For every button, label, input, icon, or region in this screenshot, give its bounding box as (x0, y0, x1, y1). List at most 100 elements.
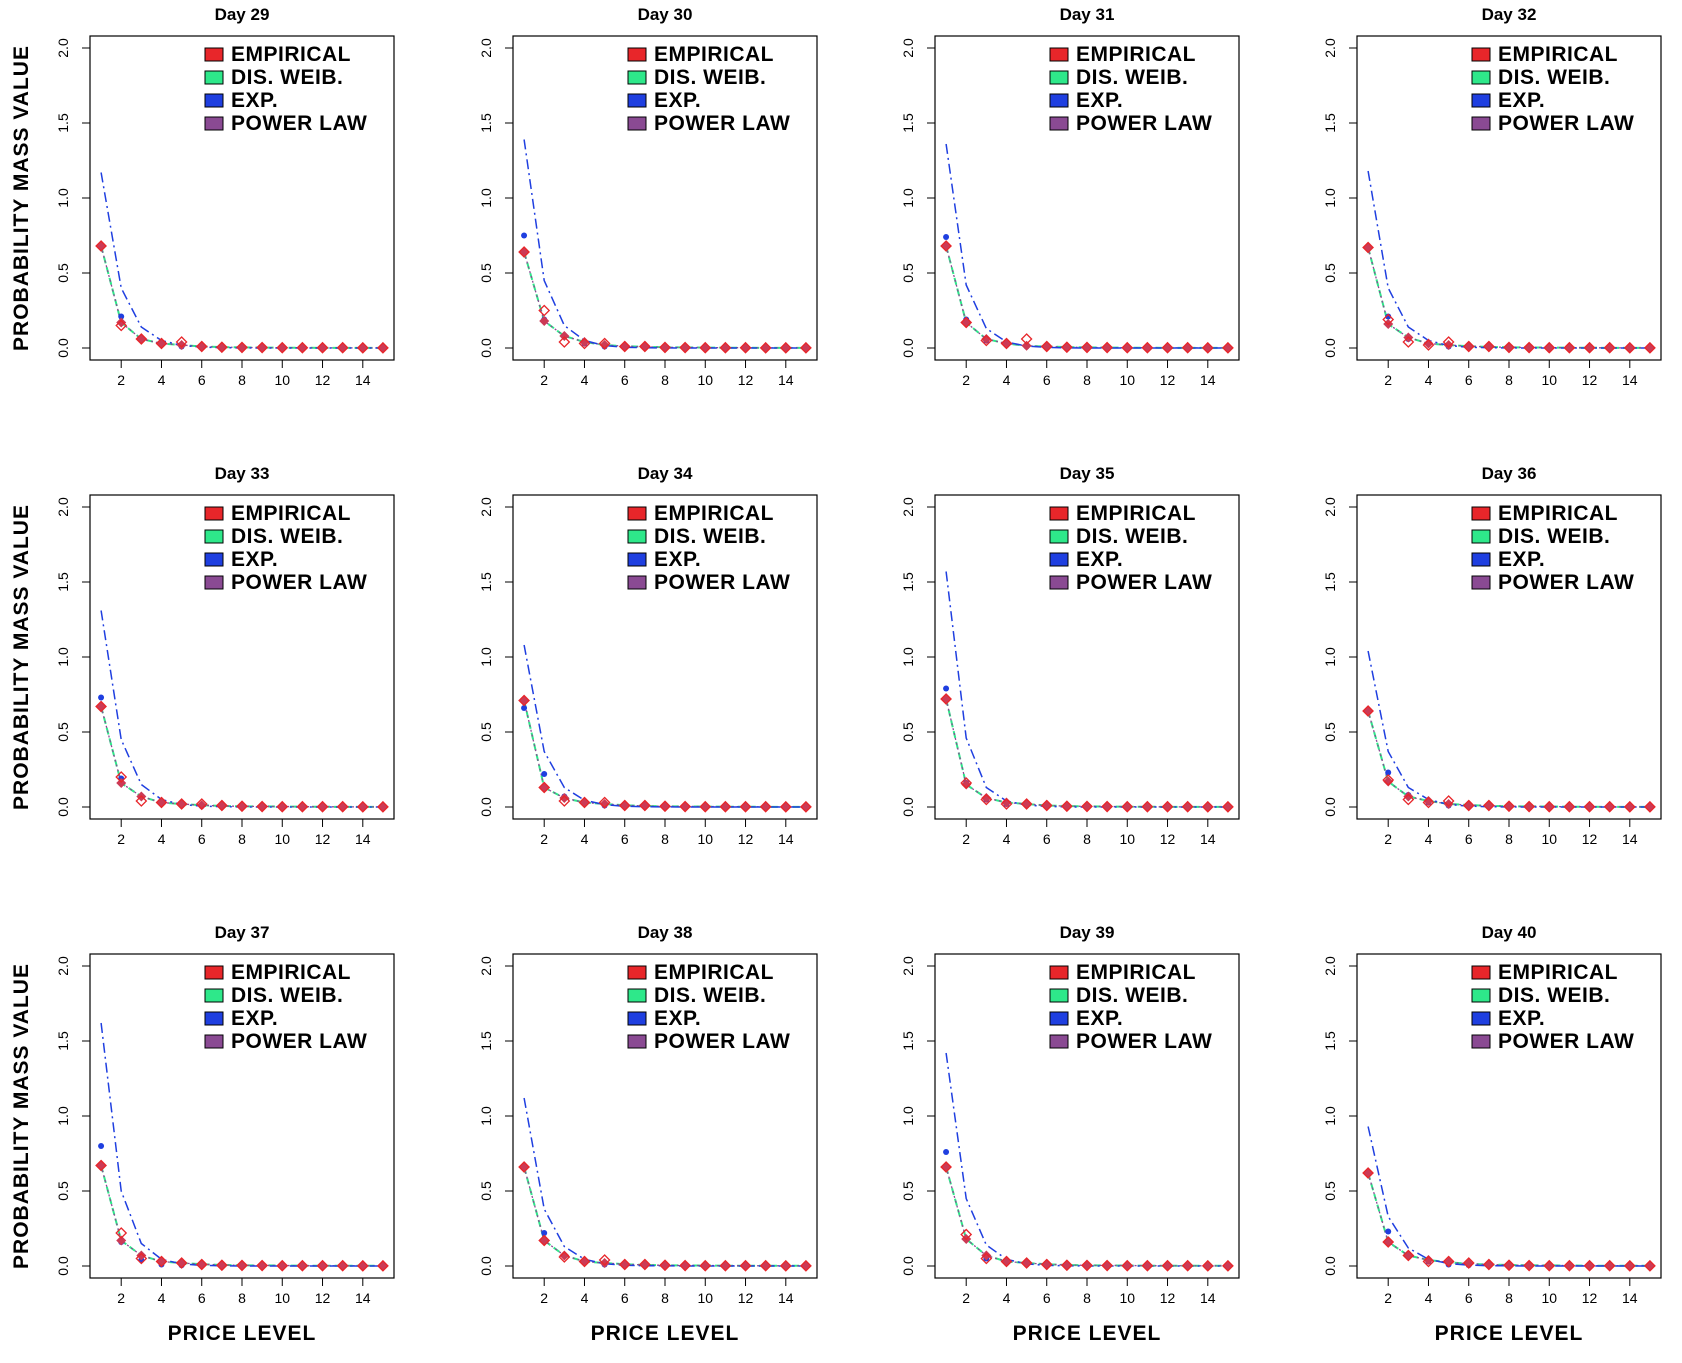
y-tick-label: 2.0 (55, 38, 71, 58)
weibull-point (1363, 242, 1374, 253)
legend-swatch (627, 988, 647, 1003)
empirical-point (618, 340, 631, 353)
y-tick-label: 0.0 (478, 797, 494, 817)
exponential-line (1367, 170, 1650, 349)
legend-label: POWER LAW (231, 1030, 367, 1053)
x-tick-label: 2 (540, 372, 548, 388)
empirical-point (1081, 800, 1093, 813)
empirical-point (256, 341, 269, 354)
weibull-point (1644, 342, 1655, 353)
weibull-point (1383, 776, 1394, 787)
weibull-point (1564, 1260, 1575, 1271)
legend-label: EXP. (654, 1007, 701, 1030)
x-tick-label: 10 (697, 1290, 713, 1306)
empirical-point (276, 1259, 289, 1272)
empirical-point (1563, 1259, 1576, 1272)
y-tick-label: 0.0 (55, 1256, 71, 1276)
chart-panel: Day 32 2 4 6 8 10 12 14 0.0 0.5 1.0 1.5 2.0 EMPIRICAL… (1322, 5, 1662, 388)
weibull-point (1644, 1260, 1655, 1271)
empirical-point (316, 1259, 329, 1272)
weibull-point (1504, 342, 1514, 353)
weibull-line (945, 1166, 1228, 1267)
legend-label: EXP. (1076, 1007, 1123, 1030)
empirical-point (598, 796, 611, 809)
legend-swatch (1471, 988, 1491, 1003)
x-tick-label: 2 (540, 831, 548, 847)
empirical-point (699, 1259, 712, 1272)
legend-swatch (1049, 529, 1069, 544)
weibull-point (1363, 1168, 1374, 1178)
empirical-point (1442, 336, 1455, 348)
exponential-line (1367, 1126, 1650, 1267)
empirical-point (679, 341, 692, 354)
weibull-point (740, 1260, 751, 1271)
legend-label: EMPIRICAL (1498, 961, 1618, 984)
weibull-point (700, 801, 711, 812)
legend-swatch (627, 47, 647, 62)
empirical-point (1482, 799, 1495, 812)
legend-label: EXP. (654, 89, 701, 112)
weibull-point (1363, 706, 1374, 716)
legend-label: DIS. WEIB. (1076, 66, 1188, 89)
weibull-point (961, 779, 972, 790)
weibull-point (257, 1260, 268, 1271)
weibull-point (1604, 1260, 1615, 1271)
legend-label: POWER LAW (1498, 1030, 1634, 1053)
legend-swatch (204, 47, 224, 62)
empirical-point (1201, 800, 1214, 813)
legend-swatch (204, 965, 224, 980)
empirical-point (739, 341, 752, 354)
panel-title: Day 35 (1060, 464, 1115, 483)
y-tick-label: 1.5 (55, 1031, 71, 1051)
empirical-point (356, 341, 369, 354)
legend-swatch (204, 116, 224, 131)
empirical-point (719, 1259, 732, 1272)
weibull-point (1202, 1260, 1213, 1271)
x-tick-label: 6 (1465, 831, 1473, 847)
legend-label: DIS. WEIB. (1498, 525, 1610, 548)
x-tick-label: 2 (1384, 1290, 1392, 1306)
empirical-point (638, 799, 651, 812)
legend-label: EMPIRICAL (1498, 502, 1618, 525)
empirical-point (538, 1234, 551, 1247)
weibull-point (961, 317, 972, 328)
y-tick-label: 1.5 (1322, 1031, 1338, 1051)
weibull-point (1122, 342, 1133, 353)
weibull-point (619, 1259, 630, 1270)
x-tick-label: 4 (581, 372, 589, 388)
x-tick-label: 14 (1200, 831, 1216, 847)
weibull-point (96, 1160, 107, 1171)
weibull-point (357, 801, 368, 812)
empirical-point (1382, 1236, 1395, 1248)
weibull-point (1041, 1259, 1052, 1270)
weibull-line (523, 700, 806, 808)
legend-swatch (1049, 116, 1069, 131)
empirical-point (578, 337, 591, 350)
empirical-point (1020, 1257, 1033, 1269)
weibull-point (257, 801, 268, 812)
chart-panel: Day 40 2 4 6 8 10 12 14 0.0 0.5 1.0 1.5 2.0 EMPIRICAL… (1322, 923, 1662, 1306)
y-axis-title: PROBABILITY MASS VALUE (10, 963, 33, 1269)
empirical-point (1523, 1259, 1536, 1272)
weibull-point (639, 341, 650, 352)
weibull-point (1624, 1260, 1635, 1271)
empirical-point (578, 1255, 591, 1268)
weibull-point (216, 1259, 227, 1270)
x-tick-label: 2 (1384, 372, 1392, 388)
empirical-point (377, 800, 389, 813)
y-tick-label: 0.5 (55, 722, 71, 742)
exponential-line (945, 1052, 1228, 1267)
weibull-point (619, 800, 630, 811)
x-tick-label: 10 (697, 372, 713, 388)
weibull-point (1041, 341, 1052, 352)
empirical-point (1020, 798, 1033, 810)
x-tick-label: 12 (738, 372, 754, 388)
weibull-point (539, 782, 550, 793)
legend-label: DIS. WEIB. (654, 525, 766, 548)
weibull-point (760, 801, 771, 812)
weibull-point (1061, 1259, 1072, 1270)
weibull-point (760, 1260, 771, 1271)
x-tick-label: 2 (117, 831, 125, 847)
weibull-point (780, 1260, 791, 1271)
